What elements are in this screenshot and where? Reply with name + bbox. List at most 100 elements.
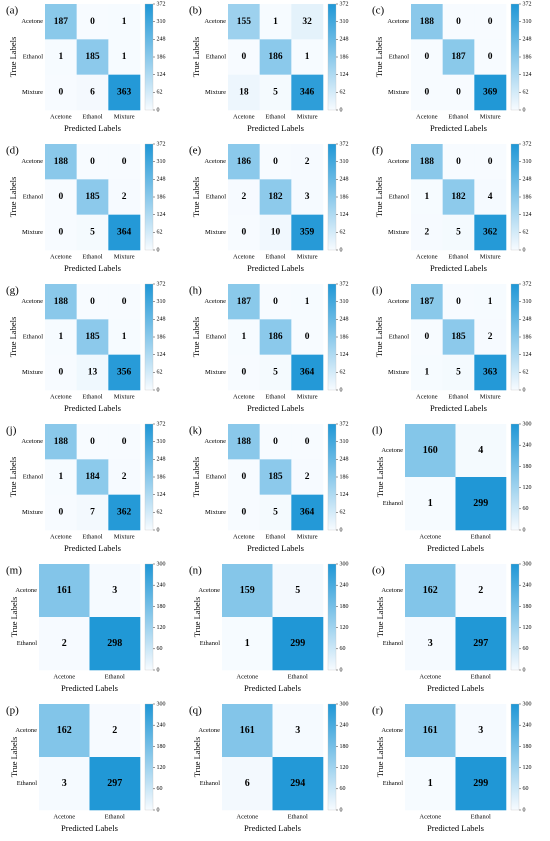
y-tick-label: Ethanol (206, 473, 226, 480)
cell-value-label: 3 (478, 725, 483, 736)
confusion-matrix-panel: 188 0 0 0 185 2 0 5 364 Acetone Ethanol Mixture Acet… (188, 420, 364, 556)
colorbar (144, 563, 154, 671)
cell-value-label: 0 (58, 88, 63, 98)
heatmap-cell (39, 757, 90, 811)
cell-value-label: 0 (241, 508, 246, 518)
colorbar-tick-label: 372 (523, 281, 532, 287)
heatmap-cell (474, 319, 507, 355)
panel-label: (i) (372, 285, 383, 297)
y-tick-label: Ethanol (206, 193, 226, 200)
cell-value-label: 0 (456, 157, 461, 167)
colorbar-tick-label: 0 (523, 527, 526, 533)
colorbar-tick-label: 186 (157, 474, 166, 480)
x-axis-title: Predicted Labels (64, 543, 121, 553)
cell-value-label: 0 (456, 297, 461, 307)
colorbar-tick-label: 180 (157, 604, 166, 610)
cell-value-label: 162 (423, 585, 438, 596)
heatmap-cell (76, 424, 109, 460)
x-tick-label: Acetone (53, 673, 75, 680)
cell-value-label: 185 (85, 192, 100, 202)
cell-value-label: 0 (58, 368, 63, 378)
confusion-matrix-panel: 162 2 3 297 Acetone Ethanol Acetone Ethanol Pred… (371, 560, 547, 696)
colorbar (510, 423, 520, 531)
heatmap-cells (411, 4, 507, 111)
cell-value-label: 5 (295, 585, 300, 596)
heatmap-cell (291, 319, 324, 355)
panel-label: (h) (189, 285, 202, 297)
x-tick-label: Acetone (419, 533, 441, 540)
colorbar-tick-label: 240 (157, 723, 166, 729)
cell-value-label: 187 (420, 297, 435, 307)
heatmap-cells (411, 284, 507, 391)
confusion-matrix-svg: 159 5 1 299 Acetone Ethanol Acetone Ethanol Pred… (189, 561, 349, 693)
cell-value-label: 1 (58, 472, 63, 482)
colorbar-tick-label: 310 (157, 439, 166, 445)
heatmap-cell (291, 354, 324, 391)
confusion-matrix-panel: 155 1 32 0 186 1 18 5 346 Acetone Ethanol Mixture Ac… (188, 0, 364, 136)
colorbar-tick-label: 248 (157, 457, 166, 463)
colorbar-tick-label: 124 (523, 72, 532, 78)
x-tick-label: Acetone (233, 393, 255, 400)
colorbar-tick-label: 240 (340, 583, 349, 589)
x-tick-label: Mixture (114, 253, 135, 260)
y-axis-title: True Labels (191, 177, 201, 218)
y-axis-title: True Labels (374, 317, 384, 358)
colorbar-tick-label: 0 (157, 107, 160, 113)
panel-label: (b) (189, 5, 202, 17)
y-tick-label: Acetone (387, 18, 409, 25)
y-tick-label: Acetone (204, 18, 226, 25)
heatmap-cell (228, 459, 260, 495)
heatmap-cell (228, 284, 260, 320)
confusion-matrix-panel: 188 0 0 0 185 2 0 5 364 Acetone Ethanol Mixture Acet… (5, 140, 181, 276)
colorbar (510, 143, 520, 251)
cell-value-label: 0 (241, 52, 246, 62)
y-axis-title: True Labels (192, 597, 202, 638)
heatmap-cell (259, 494, 292, 531)
colorbar (327, 283, 337, 391)
x-tick-label: Acetone (236, 813, 258, 820)
colorbar-tick-label: 124 (340, 492, 349, 498)
colorbar-tick-label: 372 (523, 141, 532, 147)
colorbar-tick-label: 0 (523, 807, 526, 813)
colorbar-tick-label: 300 (523, 701, 532, 707)
x-tick-label: Acetone (50, 533, 72, 540)
y-axis-title: True Labels (192, 737, 202, 778)
heatmap-cell (474, 354, 507, 391)
cell-value-label: 160 (423, 445, 438, 456)
y-axis-title: True Labels (191, 317, 201, 358)
y-axis-title: True Labels (8, 37, 18, 78)
heatmap-cells (228, 424, 324, 531)
colorbar-tick-label: 248 (523, 317, 532, 323)
heatmap-cell (259, 284, 292, 320)
colorbar-tick-label: 240 (523, 723, 532, 729)
y-tick-label: Acetone (204, 438, 226, 445)
heatmap-cell (228, 179, 260, 215)
colorbar-tick-label: 62 (523, 230, 529, 236)
colorbar-tick-label: 372 (340, 141, 349, 147)
colorbar-tick-label: 60 (340, 786, 346, 792)
x-tick-label: Ethanol (471, 813, 491, 820)
colorbar-tick-label: 248 (157, 37, 166, 43)
x-axis-title: Predicted Labels (247, 403, 304, 413)
y-tick-label: Ethanol (389, 193, 409, 200)
x-axis-title: Predicted Labels (61, 823, 118, 833)
heatmap-cells (405, 564, 507, 671)
y-tick-label: Acetone (21, 438, 43, 445)
cell-value-label: 364 (300, 508, 315, 518)
heatmap-cell (228, 424, 260, 460)
heatmap-cell (442, 284, 475, 320)
cell-value-label: 187 (451, 52, 466, 62)
heatmap-cell (89, 617, 141, 671)
cell-value-label: 0 (273, 437, 278, 447)
confusion-matrix-svg: 188 0 0 0 187 0 0 0 369 Acetone Ethanol Mixture Acet… (372, 1, 532, 133)
heatmap-cell (455, 704, 507, 758)
heatmap-cell (405, 564, 456, 618)
heatmap-cell (108, 39, 141, 75)
heatmap-cell (39, 704, 90, 758)
cell-value-label: 5 (456, 368, 461, 378)
confusion-matrix-svg: 188 0 0 1 185 1 0 13 356 Acetone Ethanol Mixture Ace… (6, 281, 166, 413)
colorbar-tick-label: 60 (523, 646, 529, 652)
heatmap-cell (222, 704, 273, 758)
cell-value-label: 187 (54, 17, 69, 27)
confusion-matrix-panel: 188 0 0 0 187 0 0 0 369 Acetone Ethanol Mixture Acet… (371, 0, 547, 136)
